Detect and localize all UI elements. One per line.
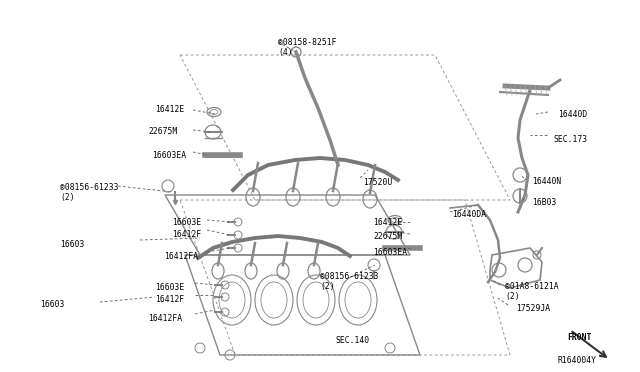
Text: 16603EA: 16603EA (373, 248, 407, 257)
Text: 16412E: 16412E (155, 105, 184, 114)
Text: 16440N: 16440N (532, 177, 561, 186)
Text: 16412FA: 16412FA (164, 252, 198, 261)
Text: 16603E: 16603E (172, 218, 201, 227)
Text: R164004Y: R164004Y (557, 356, 596, 365)
Text: 16412E: 16412E (373, 218, 403, 227)
Text: 16603EA: 16603EA (152, 151, 186, 160)
Text: 16603E: 16603E (155, 283, 184, 292)
Text: 17529JA: 17529JA (516, 304, 550, 313)
Text: 17520U: 17520U (363, 178, 392, 187)
Text: 16603: 16603 (60, 240, 84, 249)
Text: 16440D: 16440D (558, 110, 588, 119)
Text: 16412F: 16412F (155, 295, 184, 304)
Text: SEC.140: SEC.140 (335, 336, 369, 345)
Text: 16412FA: 16412FA (148, 314, 182, 323)
Text: FRONT: FRONT (567, 333, 591, 342)
Text: ®08156-61233
(2): ®08156-61233 (2) (60, 183, 118, 202)
Text: ®08158-8251F
(4): ®08158-8251F (4) (278, 38, 337, 57)
Text: 16B03: 16B03 (532, 198, 556, 207)
Text: ®01A8-6121A
(2): ®01A8-6121A (2) (505, 282, 559, 301)
Text: 16603: 16603 (40, 300, 65, 309)
Text: 16440DA: 16440DA (452, 210, 486, 219)
Text: 22675M: 22675M (373, 232, 403, 241)
Text: 22675M: 22675M (148, 127, 177, 136)
Text: 16412F: 16412F (172, 230, 201, 239)
Text: ®08156-61233
(2): ®08156-61233 (2) (320, 272, 378, 291)
Text: SEC.173: SEC.173 (554, 135, 588, 144)
